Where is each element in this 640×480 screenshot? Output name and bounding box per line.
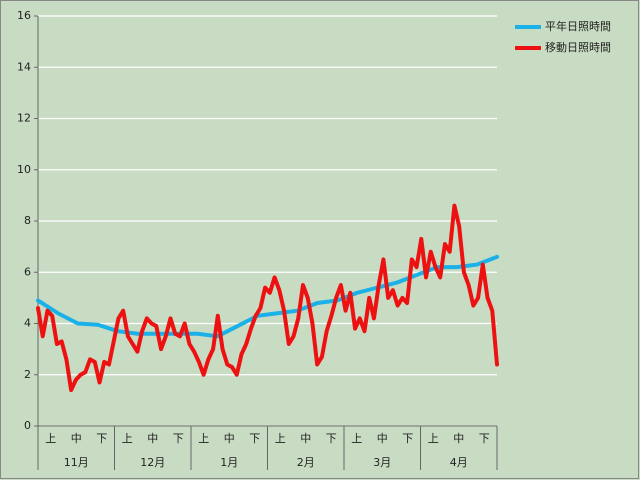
group-label: 11月 — [64, 456, 89, 469]
x-tick-label: 上 — [428, 432, 439, 445]
x-tick-label: 中 — [224, 432, 235, 445]
x-tick-label: 中 — [147, 432, 158, 445]
y-tick-label: 8 — [24, 214, 31, 227]
x-tick-label: 上 — [45, 432, 56, 445]
x-tick-label: 上 — [122, 432, 133, 445]
x-tick-label: 下 — [402, 432, 413, 445]
x-tick-label: 上 — [275, 432, 286, 445]
legend-label: 平年日照時間 — [545, 19, 611, 33]
x-tick-label: 下 — [173, 432, 184, 445]
x-tick-label: 中 — [377, 432, 388, 445]
x-tick-label: 上 — [351, 432, 362, 445]
y-tick-label: 0 — [24, 419, 31, 432]
x-tick-label: 下 — [96, 432, 107, 445]
group-label: 2月 — [297, 456, 315, 469]
legend-label: 移動日照時間 — [545, 40, 611, 54]
x-tick-label: 上 — [198, 432, 209, 445]
x-tick-label: 下 — [479, 432, 490, 445]
x-tick-label: 下 — [326, 432, 337, 445]
y-tick-label: 4 — [24, 317, 31, 330]
y-tick-label: 10 — [17, 163, 31, 176]
y-tick-label: 6 — [24, 265, 31, 278]
x-tick-label: 中 — [300, 432, 311, 445]
group-label: 12月 — [140, 456, 165, 469]
y-tick-label: 2 — [24, 368, 31, 381]
x-tick-label: 中 — [71, 432, 82, 445]
y-tick-label: 12 — [17, 112, 31, 125]
group-label: 3月 — [373, 456, 391, 469]
y-tick-label: 14 — [17, 60, 31, 73]
series-line — [36, 203, 499, 393]
group-label: 4月 — [450, 456, 468, 469]
group-label: 1月 — [220, 456, 238, 469]
x-tick-label: 中 — [453, 432, 464, 445]
y-tick-label: 16 — [17, 9, 31, 22]
x-tick-label: 下 — [249, 432, 260, 445]
